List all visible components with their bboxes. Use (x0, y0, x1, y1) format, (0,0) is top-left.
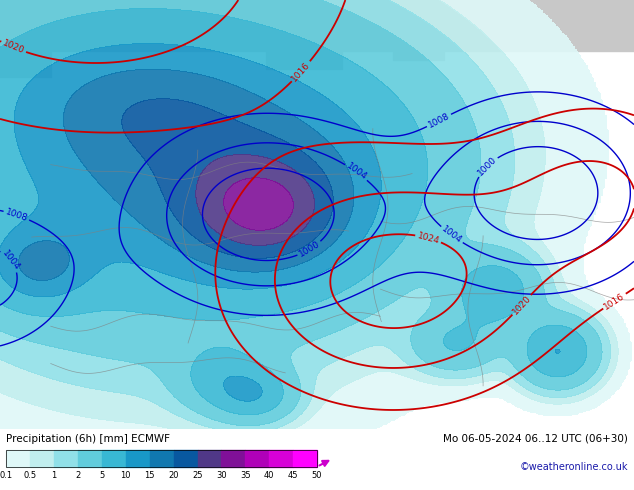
Bar (150, 450, 174, 466)
Text: 1020: 1020 (510, 294, 533, 316)
Text: 0.1: 0.1 (0, 471, 13, 480)
Bar (6, 450, 317, 466)
Bar (0, 0, 634, 51)
Text: Precipitation (6h) [mm] ECMWF: Precipitation (6h) [mm] ECMWF (6, 434, 171, 443)
Text: 15: 15 (145, 471, 155, 480)
Bar (245, 450, 269, 466)
Text: 2: 2 (75, 471, 81, 480)
Text: 10: 10 (120, 471, 131, 480)
Bar (78, 450, 102, 466)
Text: 1000: 1000 (476, 155, 498, 178)
Text: 1004: 1004 (440, 224, 463, 245)
Text: 1000: 1000 (297, 240, 322, 259)
Bar (0, 39, 51, 77)
Bar (198, 450, 221, 466)
Bar (269, 450, 293, 466)
Text: Mo 06-05-2024 06..12 UTC (06+30): Mo 06-05-2024 06..12 UTC (06+30) (443, 434, 628, 443)
Text: 1004: 1004 (344, 162, 368, 182)
Bar (6, 450, 30, 466)
Text: 30: 30 (216, 471, 227, 480)
Bar (126, 450, 150, 466)
Bar (54, 450, 78, 466)
Text: 1: 1 (51, 471, 57, 480)
Text: 45: 45 (288, 471, 299, 480)
Text: 1024: 1024 (416, 231, 441, 245)
Text: 20: 20 (169, 471, 179, 480)
Text: ©weatheronline.co.uk: ©weatheronline.co.uk (519, 463, 628, 472)
Bar (393, 43, 444, 60)
Bar (30, 450, 54, 466)
Bar (266, 47, 342, 69)
Bar (221, 450, 245, 466)
Text: 1016: 1016 (602, 291, 626, 311)
Text: 1016: 1016 (290, 60, 312, 83)
Text: 1004: 1004 (0, 249, 21, 272)
Bar (102, 450, 126, 466)
Bar (174, 450, 198, 466)
Text: 50: 50 (312, 471, 322, 480)
Text: 1008: 1008 (427, 111, 451, 130)
Text: 40: 40 (264, 471, 275, 480)
Text: 35: 35 (240, 471, 250, 480)
Text: 25: 25 (192, 471, 203, 480)
Bar (293, 450, 317, 466)
Text: 0.5: 0.5 (23, 471, 37, 480)
Text: 5: 5 (100, 471, 105, 480)
Text: 1020: 1020 (1, 39, 26, 56)
Text: 1008: 1008 (4, 207, 29, 223)
